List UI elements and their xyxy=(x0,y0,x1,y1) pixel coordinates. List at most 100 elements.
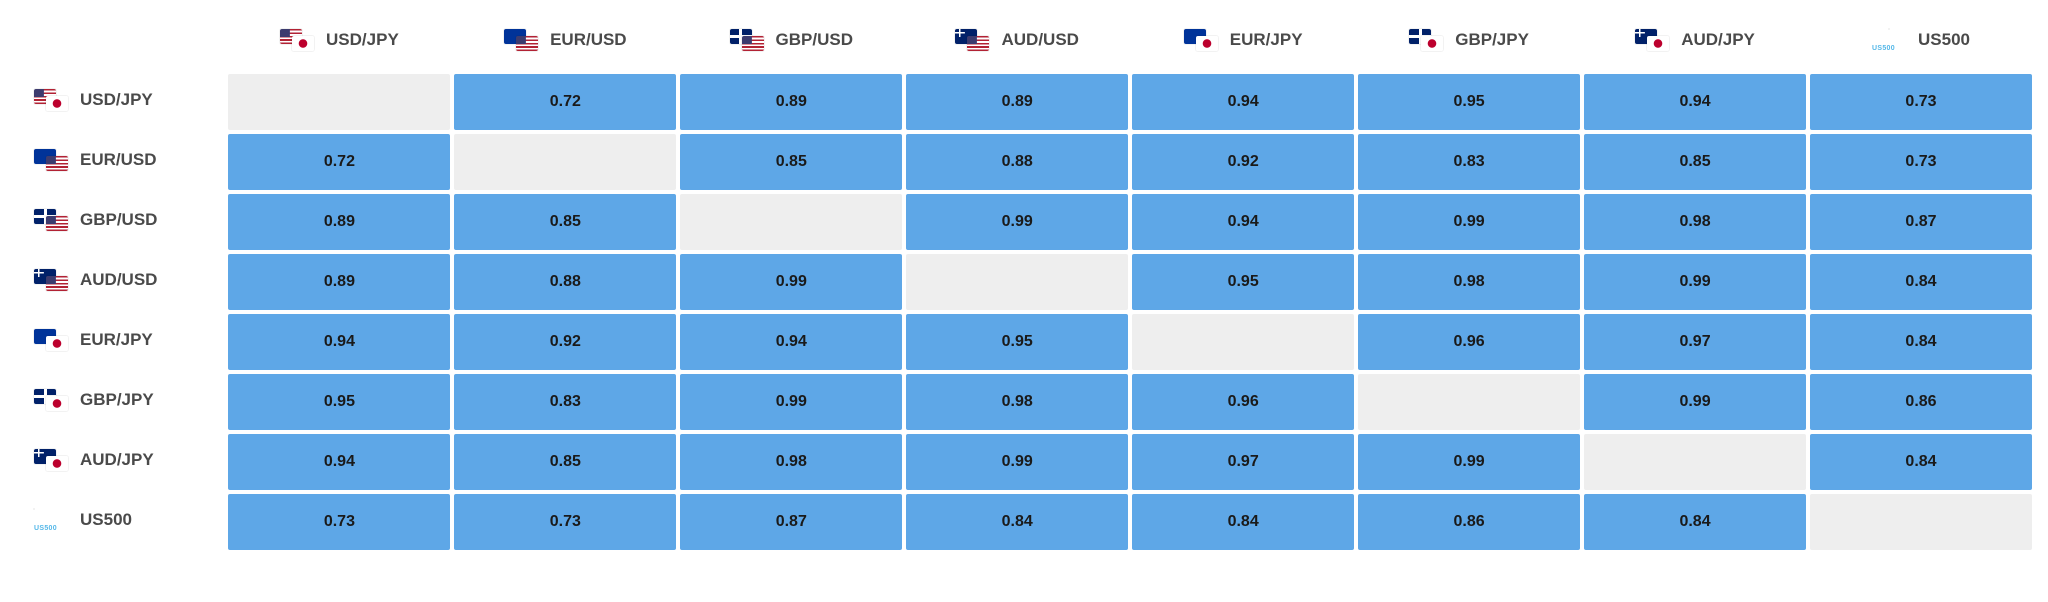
diagonal-cell xyxy=(680,194,902,250)
value-cell[interactable]: 0.87 xyxy=(1810,194,2032,250)
value-cell[interactable]: 0.95 xyxy=(1132,254,1354,310)
value-cell[interactable]: 0.98 xyxy=(1358,254,1580,310)
value-cell[interactable]: 0.99 xyxy=(906,434,1128,490)
value-cell[interactable]: 0.96 xyxy=(1132,374,1354,430)
diagonal-cell xyxy=(454,134,676,190)
value-cell[interactable]: 0.99 xyxy=(680,254,902,310)
value-cell[interactable]: 0.97 xyxy=(1132,434,1354,490)
column-header[interactable]: US500US500 xyxy=(1810,14,2032,70)
flag-pair-icon xyxy=(34,89,68,111)
value-cell[interactable]: 0.89 xyxy=(906,74,1128,130)
flag-pair-icon xyxy=(955,29,989,51)
flag-pair-icon xyxy=(34,209,68,231)
column-header[interactable]: EUR/USD xyxy=(454,14,676,70)
column-header-label: AUD/JPY xyxy=(1681,30,1755,50)
value-cell[interactable]: 0.84 xyxy=(906,494,1128,550)
value-cell[interactable]: 0.72 xyxy=(228,134,450,190)
row-header[interactable]: USD/JPY xyxy=(16,74,224,130)
value-cell[interactable]: 0.86 xyxy=(1358,494,1580,550)
table-row: AUD/USD0.890.880.990.950.980.990.84 xyxy=(16,254,2032,310)
column-header[interactable]: EUR/JPY xyxy=(1132,14,1354,70)
table-row: EUR/JPY0.940.920.940.950.960.970.84 xyxy=(16,314,2032,370)
column-header[interactable]: GBP/JPY xyxy=(1358,14,1580,70)
diagonal-cell xyxy=(228,74,450,130)
column-header[interactable]: AUD/USD xyxy=(906,14,1128,70)
value-cell[interactable]: 0.99 xyxy=(1358,434,1580,490)
row-header[interactable]: GBP/JPY xyxy=(16,374,224,430)
flag-pair-icon xyxy=(280,29,314,51)
column-header-label: US500 xyxy=(1918,30,1970,50)
value-cell[interactable]: 0.85 xyxy=(454,194,676,250)
value-cell[interactable]: 0.99 xyxy=(1584,254,1806,310)
value-cell[interactable]: 0.89 xyxy=(228,254,450,310)
column-header[interactable]: GBP/USD xyxy=(680,14,902,70)
value-cell[interactable]: 0.83 xyxy=(1358,134,1580,190)
value-cell[interactable]: 0.94 xyxy=(1132,194,1354,250)
column-header-label: EUR/JPY xyxy=(1230,30,1303,50)
row-header[interactable]: AUD/JPY xyxy=(16,434,224,490)
row-header[interactable]: EUR/USD xyxy=(16,134,224,190)
row-header-label: USD/JPY xyxy=(80,90,153,110)
value-cell[interactable]: 0.85 xyxy=(1584,134,1806,190)
value-cell[interactable]: 0.94 xyxy=(1584,74,1806,130)
value-cell[interactable]: 0.83 xyxy=(454,374,676,430)
value-cell[interactable]: 0.94 xyxy=(680,314,902,370)
value-cell[interactable]: 0.73 xyxy=(1810,74,2032,130)
row-header[interactable]: AUD/USD xyxy=(16,254,224,310)
value-cell[interactable]: 0.84 xyxy=(1810,434,2032,490)
flag-pair-icon xyxy=(504,29,538,51)
value-cell[interactable]: 0.88 xyxy=(906,134,1128,190)
row-header[interactable]: EUR/JPY xyxy=(16,314,224,370)
value-cell[interactable]: 0.92 xyxy=(1132,134,1354,190)
value-cell[interactable]: 0.84 xyxy=(1810,314,2032,370)
value-cell[interactable]: 0.94 xyxy=(228,314,450,370)
table-row: US500US5000.730.730.870.840.840.860.84 xyxy=(16,494,2032,550)
value-cell[interactable]: 0.94 xyxy=(228,434,450,490)
value-cell[interactable]: 0.84 xyxy=(1584,494,1806,550)
flag-pair-icon xyxy=(34,149,68,171)
table-row: EUR/USD0.720.850.880.920.830.850.73 xyxy=(16,134,2032,190)
value-cell[interactable]: 0.86 xyxy=(1810,374,2032,430)
diagonal-cell xyxy=(1132,314,1354,370)
value-cell[interactable]: 0.97 xyxy=(1584,314,1806,370)
diagonal-cell xyxy=(1358,374,1580,430)
value-cell[interactable]: 0.95 xyxy=(906,314,1128,370)
row-header[interactable]: US500US500 xyxy=(16,494,224,550)
value-cell[interactable]: 0.98 xyxy=(680,434,902,490)
value-cell[interactable]: 0.85 xyxy=(680,134,902,190)
value-cell[interactable]: 0.98 xyxy=(1584,194,1806,250)
column-header[interactable]: AUD/JPY xyxy=(1584,14,1806,70)
value-cell[interactable]: 0.95 xyxy=(1358,74,1580,130)
value-cell[interactable]: 0.72 xyxy=(454,74,676,130)
value-cell[interactable]: 0.99 xyxy=(680,374,902,430)
value-cell[interactable]: 0.73 xyxy=(228,494,450,550)
value-cell[interactable]: 0.88 xyxy=(454,254,676,310)
value-cell[interactable]: 0.92 xyxy=(454,314,676,370)
column-header-label: EUR/USD xyxy=(550,30,627,50)
row-header-label: GBP/JPY xyxy=(80,390,154,410)
value-cell[interactable]: 0.99 xyxy=(1584,374,1806,430)
column-header-label: USD/JPY xyxy=(326,30,399,50)
value-cell[interactable]: 0.87 xyxy=(680,494,902,550)
value-cell[interactable]: 0.94 xyxy=(1132,74,1354,130)
value-cell[interactable]: 0.98 xyxy=(906,374,1128,430)
diagonal-cell xyxy=(906,254,1128,310)
value-cell[interactable]: 0.99 xyxy=(906,194,1128,250)
value-cell[interactable]: 0.89 xyxy=(680,74,902,130)
value-cell[interactable]: 0.99 xyxy=(1358,194,1580,250)
row-header-label: GBP/USD xyxy=(80,210,157,230)
value-cell[interactable]: 0.73 xyxy=(1810,134,2032,190)
value-cell[interactable]: 0.73 xyxy=(454,494,676,550)
flag-pair-icon xyxy=(34,449,68,471)
value-cell[interactable]: 0.89 xyxy=(228,194,450,250)
flag-pair-icon xyxy=(34,389,68,411)
value-cell[interactable]: 0.84 xyxy=(1132,494,1354,550)
value-cell[interactable]: 0.85 xyxy=(454,434,676,490)
flag-pair-icon xyxy=(730,29,764,51)
row-header[interactable]: GBP/USD xyxy=(16,194,224,250)
value-cell[interactable]: 0.96 xyxy=(1358,314,1580,370)
value-cell[interactable]: 0.84 xyxy=(1810,254,2032,310)
column-header[interactable]: USD/JPY xyxy=(228,14,450,70)
value-cell[interactable]: 0.95 xyxy=(228,374,450,430)
row-header-label: AUD/JPY xyxy=(80,450,154,470)
